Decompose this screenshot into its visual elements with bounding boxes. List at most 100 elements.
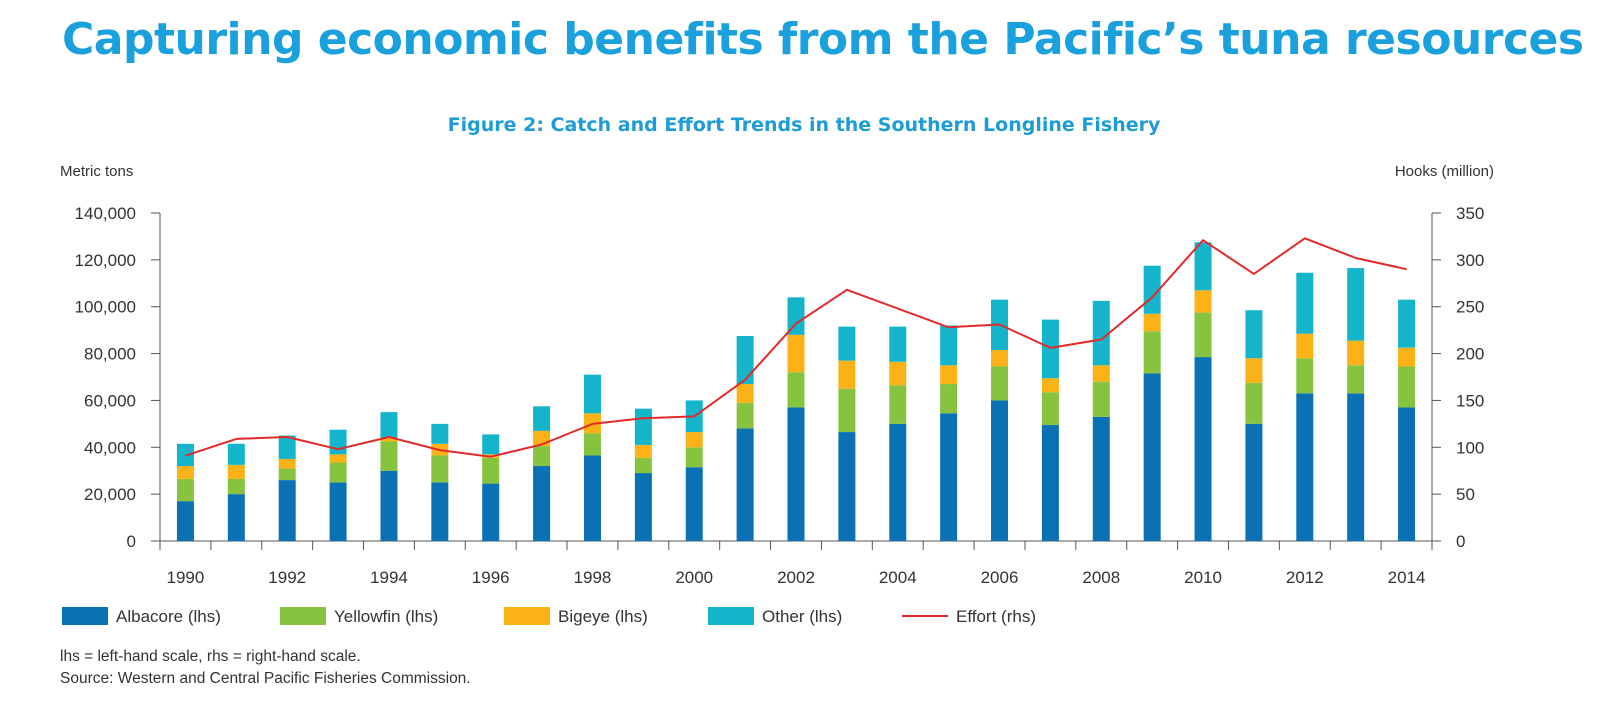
bar-albacore — [1041, 425, 1059, 541]
bar-bigeye — [1041, 378, 1059, 393]
x-tick-label: 1990 — [167, 568, 205, 587]
bar-yellowfin — [329, 462, 347, 483]
bar-albacore — [1398, 407, 1416, 541]
bar-yellowfin — [380, 441, 398, 471]
bar-other — [380, 412, 398, 438]
bar-other — [736, 336, 754, 385]
legend-label: Albacore (lhs) — [116, 607, 221, 626]
legend-swatch-bigeye — [504, 607, 550, 625]
footnote: lhs = left-hand scale, rhs = right-hand … — [60, 648, 361, 665]
bar-other — [227, 443, 245, 465]
bar-albacore — [329, 482, 347, 541]
bar-albacore — [227, 494, 245, 541]
bar-other — [1194, 242, 1212, 291]
bar-other — [329, 429, 347, 455]
bar-yellowfin — [838, 388, 856, 433]
y2-tick-label: 350 — [1456, 204, 1484, 223]
bar-yellowfin — [278, 468, 296, 481]
y-tick-label: 20,000 — [84, 485, 136, 504]
bar-bigeye — [889, 361, 907, 386]
x-tick-label: 2014 — [1388, 568, 1426, 587]
bar-other — [634, 408, 652, 445]
x-tick-label: 2006 — [981, 568, 1019, 587]
bar-albacore — [1194, 357, 1212, 541]
legend-label: Effort (rhs) — [956, 607, 1036, 626]
x-tick-label: 1992 — [268, 568, 306, 587]
x-tick-label: 1996 — [472, 568, 510, 587]
x-tick-label: 2002 — [777, 568, 815, 587]
bar-bigeye — [1245, 358, 1263, 383]
bar-other — [1245, 310, 1263, 359]
x-tick-label: 1998 — [574, 568, 612, 587]
bar-albacore — [176, 501, 194, 541]
bar-bigeye — [991, 350, 1009, 367]
bar-other — [482, 434, 500, 455]
y2-tick-label: 300 — [1456, 251, 1484, 270]
bar-other — [838, 326, 856, 361]
bar-albacore — [634, 473, 652, 541]
y2-tick-label: 100 — [1456, 438, 1484, 457]
bar-yellowfin — [176, 478, 194, 502]
x-tick-label: 2012 — [1286, 568, 1324, 587]
bar-albacore — [278, 480, 296, 541]
bar-bigeye — [940, 365, 958, 385]
bar-other — [1092, 300, 1110, 366]
bar-bigeye — [1296, 333, 1314, 359]
bar-bigeye — [329, 454, 347, 463]
bar-other — [1398, 299, 1416, 348]
source-note: Source: Western and Central Pacific Fish… — [60, 670, 471, 687]
page-title: Capturing economic benefits from the Pac… — [62, 14, 1584, 65]
bar-albacore — [787, 407, 805, 541]
y-tick-label: 140,000 — [75, 204, 136, 223]
bar-albacore — [533, 466, 551, 541]
bar-bigeye — [1398, 347, 1416, 367]
bar-other — [1296, 272, 1314, 334]
bar-bigeye — [278, 459, 296, 469]
bar-other — [1347, 268, 1365, 341]
bar-yellowfin — [889, 385, 907, 424]
bar-other — [431, 423, 449, 444]
bar-yellowfin — [431, 455, 449, 483]
bar-albacore — [991, 400, 1009, 541]
bar-yellowfin — [940, 384, 958, 414]
x-tick-label: 2010 — [1184, 568, 1222, 587]
bar-other — [940, 325, 958, 366]
bar-albacore — [736, 428, 754, 541]
bar-yellowfin — [991, 366, 1009, 401]
legend-label: Bigeye (lhs) — [558, 607, 648, 626]
bar-bigeye — [227, 464, 245, 479]
bar-albacore — [685, 467, 703, 541]
bar-albacore — [838, 432, 856, 541]
y2-tick-label: 50 — [1456, 485, 1475, 504]
bar-yellowfin — [1398, 366, 1416, 408]
bar-yellowfin — [787, 372, 805, 408]
y-tick-label: 0 — [127, 532, 136, 551]
y2-axis-label: Hooks (million) — [1395, 163, 1494, 180]
bar-other — [278, 435, 296, 459]
bar-yellowfin — [482, 457, 500, 484]
bar-bigeye — [787, 334, 805, 373]
bar-bigeye — [685, 432, 703, 448]
legend-label: Other (lhs) — [762, 607, 842, 626]
bar-other — [889, 326, 907, 362]
bar-bigeye — [176, 466, 194, 479]
bar-bigeye — [1347, 340, 1365, 366]
x-tick-label: 2004 — [879, 568, 917, 587]
y-tick-label: 80,000 — [84, 345, 136, 364]
effort-line — [185, 237, 1407, 458]
bar-yellowfin — [736, 402, 754, 429]
y-tick-label: 100,000 — [75, 298, 136, 317]
bar-albacore — [1245, 423, 1263, 541]
bar-other — [583, 374, 601, 414]
bar-yellowfin — [1296, 358, 1314, 394]
bar-yellowfin — [1041, 392, 1059, 426]
bar-albacore — [583, 455, 601, 541]
figure-title: Figure 2: Catch and Effort Trends in the… — [447, 114, 1161, 136]
bar-albacore — [1092, 416, 1110, 541]
bar-yellowfin — [685, 447, 703, 468]
y-tick-label: 120,000 — [75, 251, 136, 270]
x-tick-label: 2008 — [1082, 568, 1120, 587]
bar-albacore — [1347, 393, 1365, 541]
bar-albacore — [940, 413, 958, 541]
